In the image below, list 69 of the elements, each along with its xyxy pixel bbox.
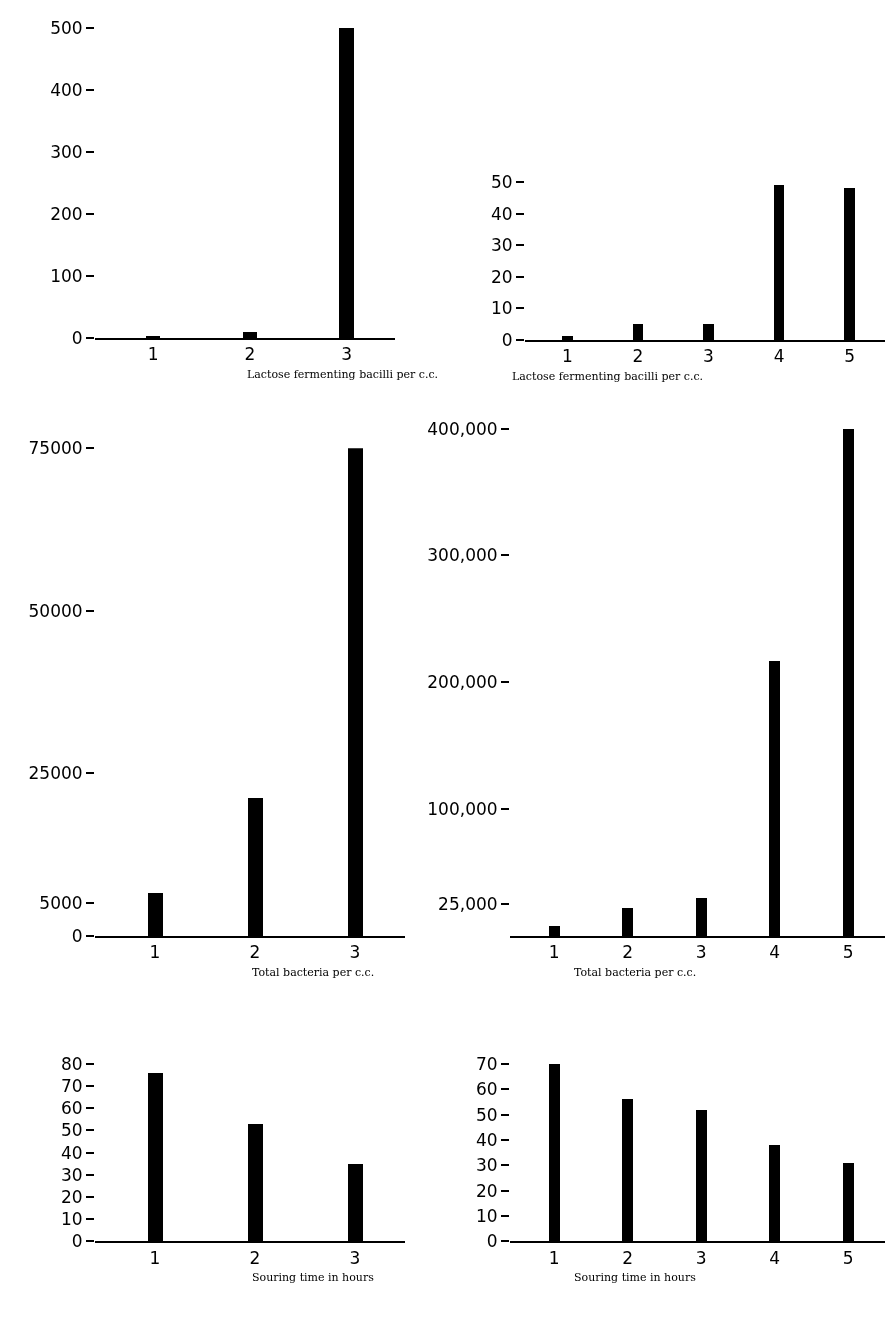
x-axis-title: Souring time in hours — [574, 1271, 697, 1284]
x-tick-label: 2 — [622, 942, 634, 963]
y-tick-label: 0 — [71, 1231, 83, 1252]
y-tick-label: 0 — [501, 329, 513, 350]
y-tick-label: 200 — [50, 203, 83, 224]
y-tick-label: 25,000 — [438, 894, 498, 915]
x-axis-title: Total bacteria per c.c. — [252, 966, 375, 979]
x-tick-label: 1 — [548, 942, 560, 963]
x-tick-label: 4 — [769, 1247, 781, 1268]
y-tick-label: 20 — [60, 1186, 83, 1207]
x-tick-label: 2 — [244, 344, 256, 365]
x-tick-label: 3 — [349, 1247, 361, 1268]
y-tick-label: 80 — [60, 1053, 83, 1074]
y-tick-label: 100,000 — [427, 799, 498, 820]
x-tick-label: 3 — [341, 344, 353, 365]
x-tick-label: 1 — [147, 344, 159, 365]
y-tick-label: 40 — [475, 1129, 498, 1150]
x-tick-label: 2 — [249, 1247, 261, 1268]
y-tick-label: 200,000 — [427, 672, 498, 693]
x-tick-label: 2 — [632, 346, 644, 367]
y-tick-label: 400 — [50, 79, 83, 100]
x-tick-label: 5 — [844, 346, 856, 367]
x-tick-label: 1 — [149, 942, 161, 963]
x-axis-title: Souring time in hours — [252, 1271, 375, 1284]
y-tick-label: 300 — [50, 141, 83, 162]
x-tick-label: 1 — [561, 346, 573, 367]
y-tick-label: 30 — [60, 1164, 83, 1185]
y-tick-label: 60 — [475, 1079, 498, 1100]
y-tick-label: 500 — [50, 17, 83, 38]
y-tick-label: 50 — [475, 1104, 498, 1125]
x-axis-title: Lactose fermenting bacilli per c.c. — [512, 370, 704, 383]
y-tick-label: 50 — [60, 1120, 83, 1141]
x-tick-label: 1 — [149, 1247, 161, 1268]
y-tick-label: 70 — [60, 1076, 83, 1097]
y-tick-label: 30 — [475, 1155, 498, 1176]
x-axis-title: Lactose fermenting bacilli per c.c. — [247, 368, 439, 381]
y-tick-label: 100 — [50, 265, 83, 286]
y-tick-label: 20 — [475, 1180, 498, 1201]
x-tick-label: 3 — [695, 942, 707, 963]
y-tick-label: 20 — [490, 266, 513, 287]
y-tick-label: 0 — [71, 327, 83, 348]
x-tick-label: 3 — [695, 1247, 707, 1268]
y-tick-label: 400,000 — [427, 418, 498, 439]
x-tick-label: 2 — [249, 942, 261, 963]
y-tick-label: 50000 — [28, 600, 83, 621]
y-tick-label: 5000 — [39, 893, 83, 914]
y-tick-label: 10 — [490, 298, 513, 319]
x-tick-label: 4 — [769, 942, 781, 963]
x-tick-label: 4 — [773, 346, 785, 367]
x-tick-label: 3 — [703, 346, 714, 367]
x-tick-label: 1 — [548, 1247, 560, 1268]
y-tick-label: 40 — [60, 1142, 83, 1163]
y-tick-label: 50 — [490, 172, 513, 193]
y-tick-label: 10 — [60, 1209, 83, 1230]
y-tick-label: 10 — [475, 1205, 498, 1226]
y-tick-label: 300,000 — [427, 545, 498, 566]
x-tick-label: 3 — [349, 942, 361, 963]
y-tick-label: 0 — [486, 1231, 498, 1252]
x-tick-label: 5 — [842, 1247, 854, 1268]
y-tick-label: 70 — [475, 1053, 498, 1074]
x-tick-label: 5 — [842, 942, 854, 963]
y-tick-label: 40 — [490, 203, 513, 224]
y-tick-label: 60 — [60, 1098, 83, 1119]
x-axis-title: Total bacteria per c.c. — [574, 966, 697, 979]
y-tick-label: 75000 — [28, 438, 83, 459]
y-tick-label: 30 — [490, 235, 513, 256]
y-tick-label: 0 — [71, 925, 83, 946]
y-tick-label: 25000 — [28, 763, 83, 784]
x-tick-label: 2 — [622, 1247, 634, 1268]
